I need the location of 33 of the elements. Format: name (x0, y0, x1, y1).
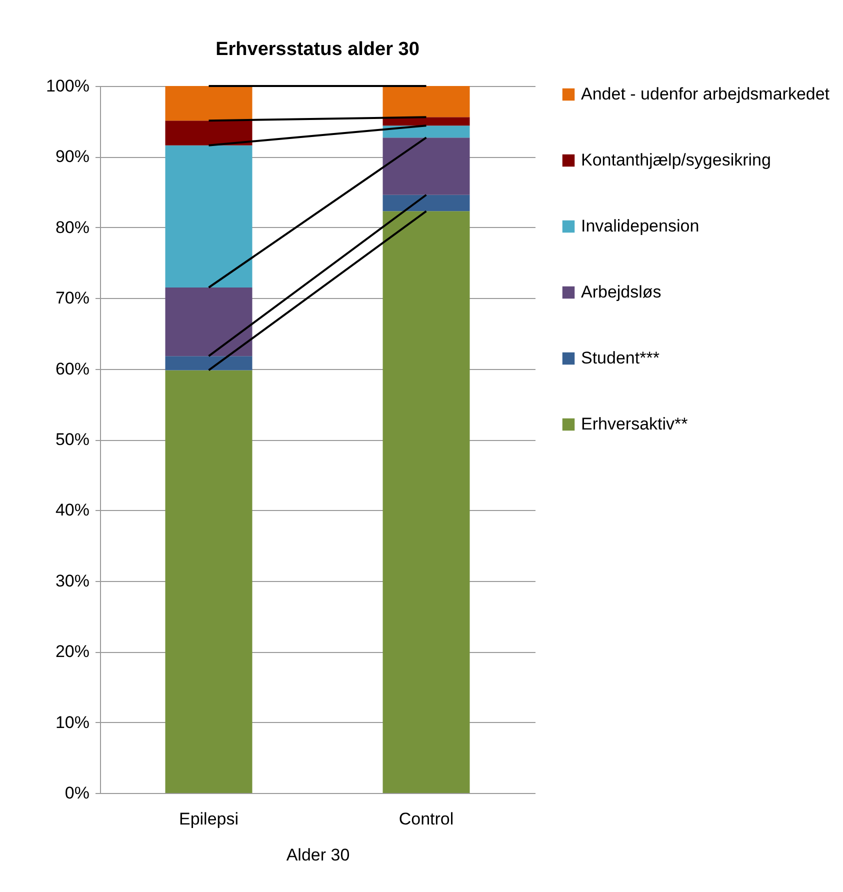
x-axis-title: Alder 30 (286, 846, 350, 864)
y-tick-label: 50% (55, 430, 90, 449)
y-tick-label: 40% (55, 500, 90, 520)
y-tick-label: 0% (64, 784, 90, 802)
legend-label: Erhversaktiv** (581, 414, 688, 434)
bar (165, 370, 252, 793)
y-tick-label: 100% (46, 76, 90, 96)
x-tick-label: Control (398, 810, 454, 828)
y-tick-label: 10% (55, 712, 90, 732)
legend-label: Kontanthjælp/sygesikring (581, 150, 771, 170)
bar (165, 86, 252, 121)
bar (165, 145, 252, 288)
chart-title: Erhversstatus alder 30 (216, 39, 420, 60)
bar (165, 120, 252, 146)
bar (165, 287, 252, 356)
y-tick-label: 80% (55, 218, 90, 237)
bar (382, 194, 470, 212)
bar (382, 211, 470, 793)
bar (165, 356, 252, 370)
bar (382, 117, 470, 126)
legend-label: Student*** (581, 348, 660, 368)
x-tick-label: Epilepsi (178, 810, 239, 828)
bar (382, 138, 470, 195)
y-tick-label: 60% (55, 359, 90, 378)
y-tick-label: 30% (55, 571, 90, 590)
y-tick-label: 20% (55, 642, 90, 662)
legend-label: Invalidepension (581, 216, 700, 236)
bar (382, 126, 470, 138)
legend-label: Andet - udenfor arbejdsmarkedet (581, 84, 830, 104)
bar (382, 86, 470, 118)
legend-label: Arbejdsløs (581, 282, 662, 302)
y-tick-label: 70% (55, 288, 90, 308)
y-tick-label: 90% (55, 147, 90, 166)
